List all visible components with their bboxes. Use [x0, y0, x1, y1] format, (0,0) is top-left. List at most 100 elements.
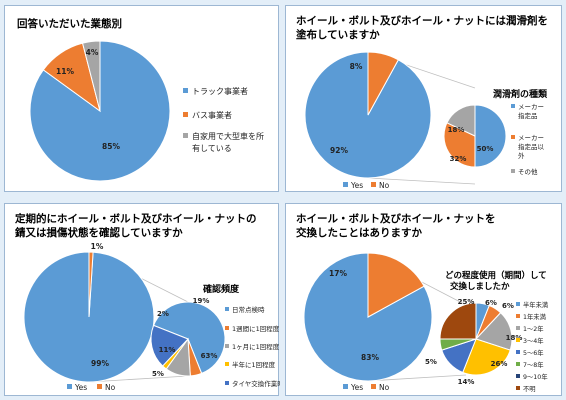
pie-slice-non-maker [443, 122, 476, 168]
slice-label-truck: 85% [102, 142, 120, 151]
slice-label-yes: 99% [91, 359, 109, 368]
connector-line-bottom [367, 374, 467, 382]
connector-line-bottom [88, 375, 189, 383]
chart-panel-business-type: 回答いただいた業態別 85% 11% 4% トラック事業者 バス事業者 自家用で… [4, 5, 279, 192]
chart-3-slices [23, 251, 155, 383]
legend-swatch-private [183, 133, 188, 138]
chart-3-sub-legend: 日常点検時 1週間に1回程度 1ヶ月に1回程度 半年に1回程度 タイヤ交換作業時 [225, 305, 280, 388]
chart-3-sub-slices [150, 301, 226, 377]
chart-panel-lubricant: ホイール・ボルト及びホイール・ナットには潤滑剤を塗布していますか 92% 8% … [285, 5, 562, 192]
sub-slice-label-daily: 63% [201, 352, 218, 360]
legend-swatch-7-8-years [516, 362, 520, 366]
legend-swatch-yes [67, 384, 72, 389]
legend-swatch-unknown [516, 386, 520, 390]
legend-label-bus: バス事業者 [192, 110, 232, 120]
legend-swatch-no [97, 384, 102, 389]
legend-swatch-yes [343, 182, 348, 187]
legend-label-yes: Yes [350, 383, 363, 392]
legend-label-1-2-years: 1～2年 [523, 324, 544, 333]
sub-slice-label-monthly: 11% [159, 346, 176, 354]
slice-label-yes: 92% [330, 146, 348, 155]
slice-label-bus: 11% [56, 67, 74, 76]
pie-slice-yes [303, 252, 433, 382]
sub-slice-label-7-8-years: 5% [425, 358, 437, 366]
chart-1-slice-labels: 85% 11% 4% [56, 48, 120, 151]
legend-label-monthly: 1ヶ月に1回程度 [232, 342, 280, 351]
legend-swatch-1-2-years [516, 326, 520, 330]
legend-label-tire-change: タイヤ交換作業時 [232, 379, 280, 388]
chart-4-sub-slices [439, 302, 513, 376]
pie-slice-other [446, 104, 476, 137]
legend-label-yes: Yes [74, 383, 87, 392]
sub-slice-label-maker: 50% [477, 145, 494, 153]
chart-1-slices [29, 40, 171, 182]
sub-slice-label-half-year: 2% [157, 310, 169, 318]
legend-swatch-no [371, 384, 376, 389]
legend-swatch-5-6-years [516, 350, 520, 354]
legend-swatch-no [371, 182, 376, 187]
legend-label-half-year: 半年に1回程度 [232, 360, 276, 369]
legend-label-non-maker: メーカー指定品以外 [518, 134, 545, 160]
sub-slice-label-5-6-years: 14% [458, 378, 475, 386]
legend-label-daily: 日常点検時 [232, 305, 265, 314]
chart-panel-inspection: 定期的にホイール・ボルト及びホイール・ナットの錆又は損傷状態を確認していますか … [4, 203, 280, 396]
chart-1: 回答いただいた業態別 85% 11% 4% トラック事業者 バス事業者 自家用で… [17, 17, 264, 182]
legend-label-7-8-years: 7～8年 [523, 360, 544, 369]
sub-pie-title: 潤滑剤の種類 [493, 88, 548, 100]
chart-4: ホイール・ボルト及びホイール・ナットを交換したことはありますか 83% 17% … [296, 212, 549, 393]
chart-1-legend: トラック事業者 バス事業者 自家用で大型車を所有している [183, 86, 264, 153]
sub-slice-label-3-4-years: 26% [491, 360, 508, 368]
legend-swatch-3-4-years [516, 338, 520, 342]
sub-slice-label-unknown: 25% [458, 298, 475, 306]
pie-slice-1-2-years [475, 312, 513, 351]
legend-label-no: No [105, 383, 116, 392]
chart-2-title: ホイール・ボルト及びホイール・ナットには潤滑剤を塗布していますか [296, 14, 548, 41]
chart-2-legend: Yes No [343, 181, 390, 190]
chart-2-sub-legend: メーカー指定品 メーカー指定品以外 その他 [511, 103, 545, 176]
sub-slice-label-weekly: 5% [152, 370, 164, 378]
legend-swatch-monthly [225, 344, 229, 348]
legend-swatch-under-1-year [516, 314, 520, 318]
pie-slice-daily [152, 301, 226, 375]
legend-label-under-1-year: 1年未満 [523, 312, 547, 321]
legend-swatch-half-year [225, 362, 229, 366]
legend-label-no: No [379, 181, 390, 190]
legend-label-3-4-years: 3～4年 [523, 336, 544, 345]
legend-label-weekly: 1週間に1回程度 [232, 324, 280, 333]
legend-label-other: その他 [518, 167, 538, 176]
chart-4-title: ホイール・ボルト及びホイール・ナットを交換したことはありますか [296, 212, 496, 239]
sub-slice-label-1-2-years: 18% [506, 334, 523, 342]
slice-label-no: 17% [329, 269, 347, 278]
sub-slice-label-under-half-year: 6% [485, 299, 497, 307]
pie-slice-no [367, 51, 400, 116]
slice-label-no: 8% [350, 62, 363, 71]
legend-label-truck: トラック事業者 [192, 86, 248, 96]
legend-swatch-maker [511, 104, 515, 108]
legend-swatch-bus [183, 112, 188, 117]
chart-1-title: 回答いただいた業態別 [17, 17, 122, 30]
chart-3-legend: Yes No [67, 383, 116, 392]
legend-swatch-tire-change [225, 381, 229, 385]
chart-3: 定期的にホイール・ボルト及びホイール・ナットの錆又は損傷状態を確認していますか … [14, 212, 280, 392]
slice-label-no: 1% [91, 242, 104, 251]
legend-label-maker: メーカー指定品 [518, 103, 544, 120]
legend-swatch-weekly [225, 326, 229, 330]
chart-2-slices [304, 51, 432, 179]
chart-4-sub-legend: 半年未満 1年未満 1～2年 3～4年 5～6年 7～8年 9～10年 不明 [516, 300, 549, 393]
pie-slice-3-4-years [462, 338, 511, 376]
legend-label-5-6-years: 5～6年 [523, 348, 544, 357]
sub-slice-label-tire-change: 19% [193, 297, 210, 305]
connector-line-bottom [367, 177, 476, 185]
pie-slice-tire-change [150, 324, 189, 367]
sub-pie-title: どの程度使用（期間）して交換しましたか [445, 270, 547, 292]
legend-label-private: 自家用で大型車を所有している [192, 131, 264, 153]
chart-2-sub-slices [443, 104, 507, 168]
chart-3-title: 定期的にホイール・ボルト及びホイール・ナットの錆又は損傷状態を確認していますか [14, 212, 257, 239]
legend-swatch-daily [225, 307, 229, 311]
legend-swatch-non-maker [511, 135, 515, 139]
chart-panel-replacement: ホイール・ボルト及びホイール・ナットを交換したことはありますか 83% 17% … [285, 203, 562, 396]
sub-slice-label-under-1-year: 6% [502, 302, 514, 310]
legend-swatch-yes [343, 384, 348, 389]
legend-label-9-10-years: 9～10年 [523, 372, 548, 381]
slice-label-yes: 83% [361, 353, 379, 362]
